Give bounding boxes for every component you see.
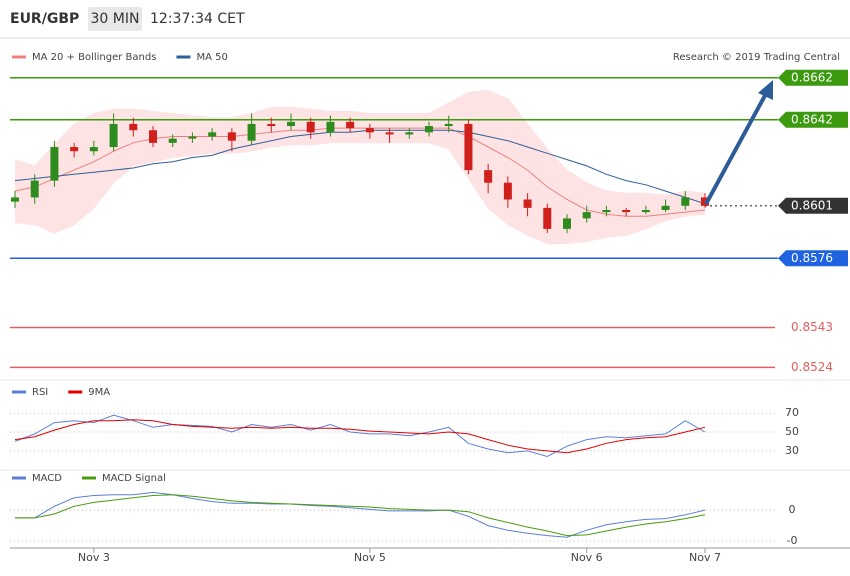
level-label: 0.8543: [791, 320, 833, 334]
legend-label: MACD: [32, 473, 62, 484]
interval-box: [88, 7, 142, 31]
candle-body: [523, 199, 532, 208]
forecast-arrowhead: [758, 80, 773, 100]
x-tick-label: Nov 6: [571, 551, 603, 564]
candle-body: [168, 138, 177, 143]
candle-body: [306, 121, 315, 133]
candle-body: [247, 123, 256, 141]
candle-body: [582, 212, 591, 219]
candle-body: [11, 197, 19, 202]
x-tick-label: Nov 5: [354, 551, 386, 564]
source: Research © 2019 Trading Central: [673, 52, 840, 63]
y-tick-label: -0: [787, 534, 798, 547]
candle-body: [149, 130, 157, 143]
candle-body: [227, 132, 236, 141]
candle-body: [50, 147, 59, 181]
indicator-line: [14, 419, 706, 454]
legend-label: MA 20 + Bollinger Bands: [32, 52, 156, 63]
y-tick-label: 30: [785, 444, 799, 457]
level-tag: [778, 69, 848, 86]
candle-body: [89, 147, 98, 152]
symbol: EUR/GBP: [10, 11, 79, 27]
x-tick-label: Nov 3: [78, 551, 110, 564]
interval: 30 MIN: [91, 11, 140, 27]
level-label: 0.8524: [791, 360, 833, 374]
level-tag: [778, 111, 848, 128]
level-label: 0.8601: [791, 198, 833, 212]
y-tick-label: 70: [785, 406, 799, 419]
candle-body: [188, 136, 197, 139]
indicator-line: [15, 494, 706, 537]
legend-label: MA 50: [196, 52, 227, 63]
ma-line: [14, 129, 706, 205]
candle-body: [70, 147, 79, 152]
candle-body: [326, 121, 335, 133]
candle-body: [641, 210, 650, 213]
level-tag: [778, 197, 848, 214]
level-tag: [778, 250, 848, 267]
candle-body: [405, 132, 414, 135]
clock: 12:37:34 CET: [150, 11, 245, 27]
candle-body: [543, 207, 552, 229]
level-label: 0.8576: [791, 251, 833, 265]
candle-body: [464, 123, 473, 171]
indicator-line: [15, 491, 706, 538]
candle-body: [444, 123, 453, 127]
bollinger-upper: [14, 89, 706, 196]
candle-body: [661, 205, 670, 210]
x-tick-label: Nov 7: [689, 551, 721, 564]
candle-body: [208, 132, 217, 137]
candle-body: [129, 123, 138, 131]
ma-line: [14, 127, 706, 217]
candle-body: [267, 123, 276, 127]
candle-body: [287, 121, 295, 127]
legend-label: RSI: [32, 387, 48, 398]
candle-body: [503, 182, 512, 200]
y-tick-label: 0: [789, 503, 796, 516]
candle-body: [346, 121, 355, 129]
y-tick-label: 50: [785, 425, 799, 438]
candle-body: [622, 210, 631, 213]
forecast-arrow: [704, 89, 770, 205]
level-label: 0.8642: [791, 112, 833, 126]
candle-body: [425, 126, 433, 133]
candle-body: [385, 132, 394, 135]
candle-body: [681, 197, 690, 206]
candle-body: [701, 197, 709, 206]
legend-label: MACD Signal: [102, 473, 166, 484]
candle-body: [365, 128, 374, 133]
bollinger-band: [15, 90, 705, 244]
candle-body: [109, 123, 118, 148]
candle-body: [602, 210, 611, 213]
candle-body: [30, 180, 39, 198]
level-label: 0.8662: [791, 70, 833, 84]
candle-body: [484, 170, 493, 183]
legend-label: 9MA: [88, 387, 110, 398]
candle-body: [563, 218, 571, 229]
